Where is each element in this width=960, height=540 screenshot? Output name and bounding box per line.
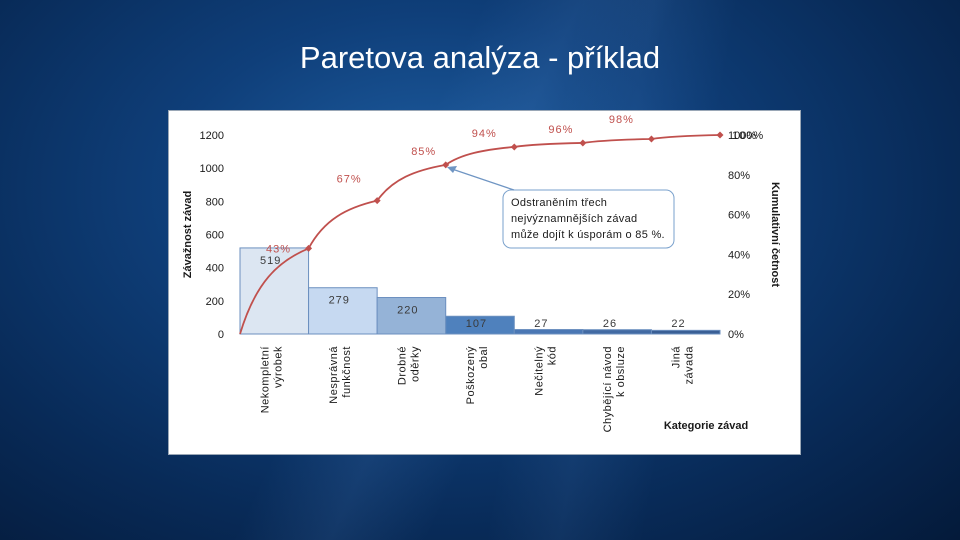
y-tick-label: 200 [206,296,224,308]
x-category-label-line: k obsluze [615,346,627,397]
x-category-label-line: závada [684,346,696,385]
cumulative-label: 67% [337,174,362,186]
x-axis-title: Kategorie závad [664,420,748,432]
cumulative-label: 96% [548,124,573,136]
bar-value-label: 107 [466,318,487,330]
cumulative-label: 94% [472,128,497,140]
callout-arrow-head [447,166,457,173]
callout-text-line: Odstraněním třech [511,197,607,209]
x-category-label: Nekompletnívýrobek [259,346,284,413]
y-tick-label: 800 [206,196,224,208]
x-category-label-line: obal [478,346,490,369]
x-category-label-line: Poškozený [465,346,477,404]
bar-value-label: 27 [534,318,548,330]
y2-tick-label: 80% [728,170,750,182]
callout-text-line: nejvýznamnějších závad [511,213,637,225]
bar-value-label: 220 [397,305,418,317]
x-category-label-line: Nesprávná [328,346,340,404]
cumulative-marker [373,197,381,205]
cumulative-label: 98% [609,114,634,126]
cumulative-label: 43% [266,243,291,255]
bar [239,247,310,335]
bar [376,297,447,335]
slide-title: Paretova analýza - příklad [299,40,661,75]
bar [650,329,721,335]
bar [513,329,584,335]
y2-tick-label: 0% [728,329,744,341]
bar-value-label: 26 [603,318,617,330]
x-category-label: Poškozenýobal [465,346,490,404]
y2-axis-title: Kumulativní četnost [769,182,781,287]
y-axis-title: Závažnost závad [182,191,194,278]
y-tick-label: 0 [218,329,224,341]
y2-tick-label: 40% [728,249,750,261]
y-tick-label: 1200 [200,130,224,142]
cumulative-marker [579,139,587,147]
cumulative-marker [716,131,724,139]
x-category-label-line: Nečitelný [534,346,546,396]
callout-box [502,189,675,249]
x-category-label-line: funkčnost [341,346,353,398]
y2-tick-label: 20% [728,289,750,301]
x-category-label: Jinázávada [671,346,696,385]
cumulative-label: 85% [411,146,436,158]
callout-text-line: může dojít k úsporám o 85 %. [511,229,665,241]
x-category-label-line: Chybějící návod [602,346,614,432]
x-category-label-line: kód [547,346,559,365]
x-category-label-line: Jiná [671,346,683,369]
bar-value-label: 279 [329,295,350,307]
cumulative-marker [647,135,655,143]
y2-tick-label: 100% [728,130,756,142]
x-category-label-line: Nekompletní [259,346,271,413]
y-tick-label: 1000 [200,163,224,175]
x-category-label: Nesprávnáfunkčnost [328,346,353,404]
callout-arrow-line [451,168,515,191]
bar [582,329,652,335]
bar [445,315,515,335]
bar-value-label: 22 [671,318,685,330]
y2-tick-label: 60% [728,210,750,222]
cumulative-marker [442,161,450,169]
x-category-label: Nečitelnýkód [534,346,559,396]
x-category-label: Drobnéoděrky [396,346,421,385]
cumulative-label: 100% [732,130,764,142]
y-tick-label: 600 [206,230,224,242]
x-category-label-line: Drobné [396,346,408,385]
x-category-label-line: oděrky [409,346,421,382]
bar-value-label: 519 [260,255,281,267]
cumulative-marker [305,244,313,252]
chart-svg: 0 200 400 600 800 1000 1200 0% 20% 40% 60% 80% 100% 5… [182,114,781,432]
pareto-chart: 0 200 400 600 800 1000 1200 0% 20% 40% 60% 80% 100% 5… [168,110,801,455]
x-category-label-line: výrobek [272,346,284,388]
y-tick-label: 400 [206,263,224,275]
x-category-label: Chybějící návodk obsluze [602,346,627,432]
cumulative-marker [510,143,518,151]
